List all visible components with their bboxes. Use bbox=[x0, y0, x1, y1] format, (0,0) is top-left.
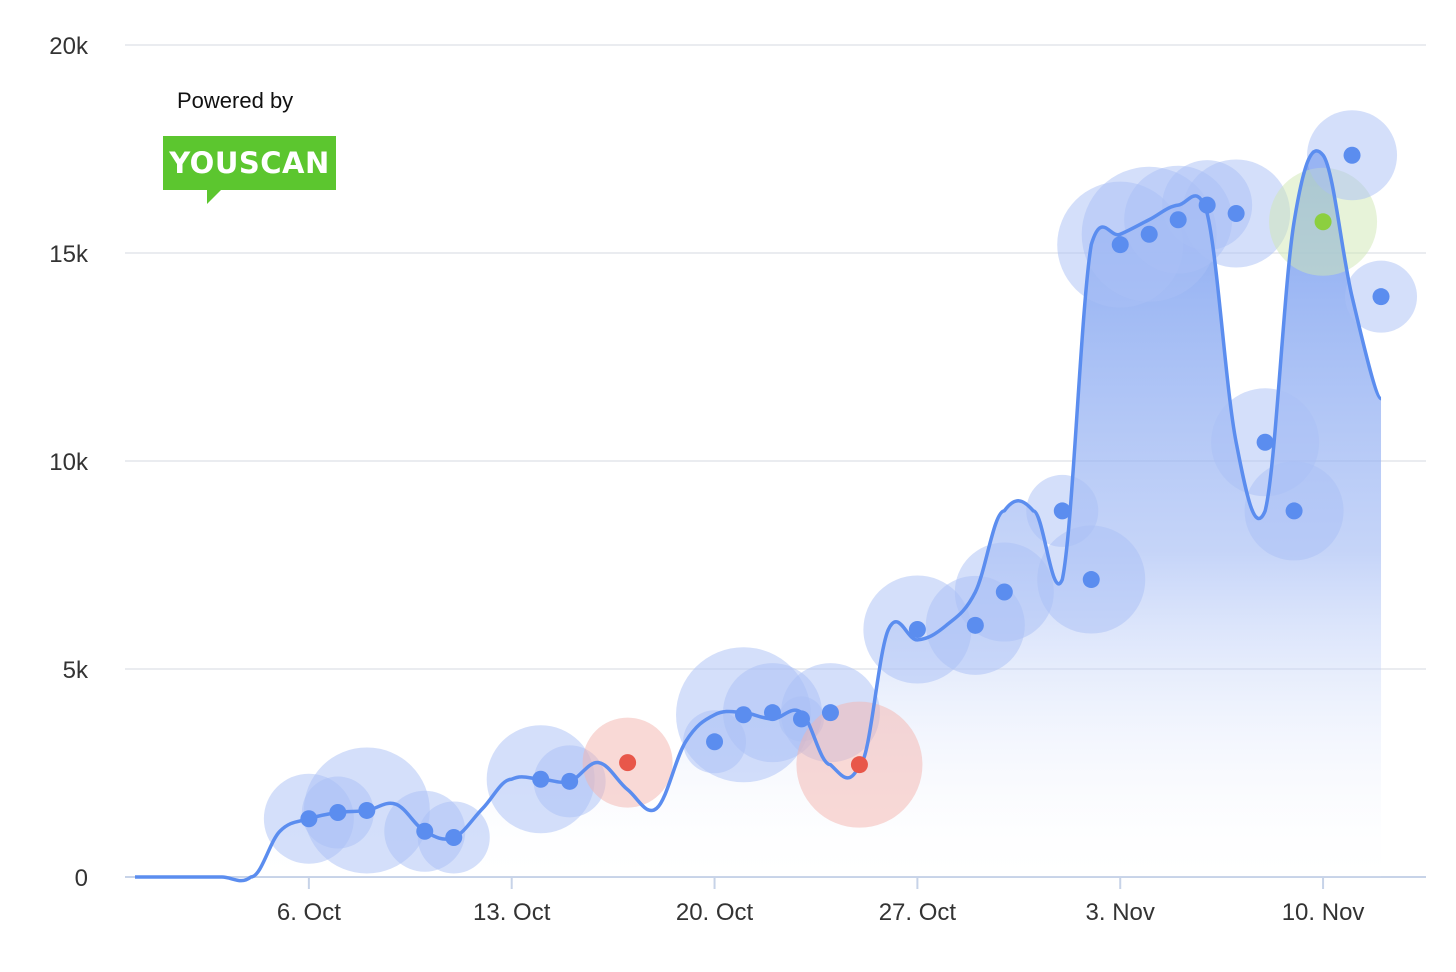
data-point-normal bbox=[445, 828, 463, 846]
data-point-normal bbox=[735, 706, 753, 724]
y-tick-label: 0 bbox=[75, 865, 88, 892]
y-tick-label: 15k bbox=[49, 241, 89, 268]
data-point-normal bbox=[1053, 502, 1071, 520]
data-point-normal bbox=[995, 583, 1013, 601]
data-point-normal bbox=[358, 801, 376, 819]
x-axis: 6. Oct 13. Oct 20. Oct 27. Oct 3. Nov 10. Nov bbox=[125, 876, 1426, 926]
data-point-normal bbox=[1256, 433, 1274, 451]
data-point-negative bbox=[850, 756, 868, 774]
x-tick-label: 20. Oct bbox=[676, 899, 754, 926]
data-point-normal bbox=[792, 710, 810, 728]
data-point-normal bbox=[966, 616, 984, 634]
data-point-normal bbox=[821, 704, 839, 722]
data-point-normal bbox=[1169, 211, 1187, 229]
y-tick-label: 20k bbox=[49, 33, 89, 60]
data-point-normal bbox=[1343, 146, 1361, 164]
powered-by-brand: Powered by YOUSCAN bbox=[163, 88, 336, 204]
data-point-normal bbox=[561, 772, 579, 790]
data-point-normal bbox=[532, 770, 550, 788]
data-point-normal bbox=[300, 810, 318, 828]
y-axis-labels: 0 5k 10k 15k 20k bbox=[49, 33, 89, 892]
data-point-normal bbox=[1140, 225, 1158, 243]
data-point-normal bbox=[706, 733, 724, 751]
x-tick-label: 6. Oct bbox=[277, 899, 341, 926]
data-point-normal bbox=[1082, 571, 1100, 589]
data-point-normal bbox=[1285, 502, 1303, 520]
series-area bbox=[135, 150, 1382, 881]
x-tick-label: 27. Oct bbox=[879, 899, 957, 926]
data-point-normal bbox=[1372, 288, 1390, 306]
data-point-normal bbox=[416, 822, 434, 840]
data-point-normal bbox=[1111, 236, 1129, 254]
y-tick-label: 10k bbox=[49, 449, 89, 476]
data-point-negative bbox=[619, 754, 637, 772]
x-tick-label: 3. Nov bbox=[1086, 899, 1155, 926]
powered-by-text: Powered by bbox=[177, 88, 294, 113]
data-point-normal bbox=[1198, 196, 1216, 214]
x-tick-label: 13. Oct bbox=[473, 899, 551, 926]
series-markers bbox=[300, 146, 1390, 846]
youscan-logo[interactable]: YOUSCAN bbox=[163, 136, 336, 190]
data-point-normal bbox=[764, 704, 781, 722]
data-point-normal bbox=[908, 620, 926, 638]
logo-speech-tail bbox=[207, 190, 221, 204]
data-point-normal bbox=[329, 804, 347, 822]
data-point-positive bbox=[1314, 213, 1332, 231]
data-point-normal bbox=[1227, 204, 1245, 222]
x-tick-label: 10. Nov bbox=[1282, 899, 1365, 926]
y-tick-label: 5k bbox=[63, 657, 89, 684]
